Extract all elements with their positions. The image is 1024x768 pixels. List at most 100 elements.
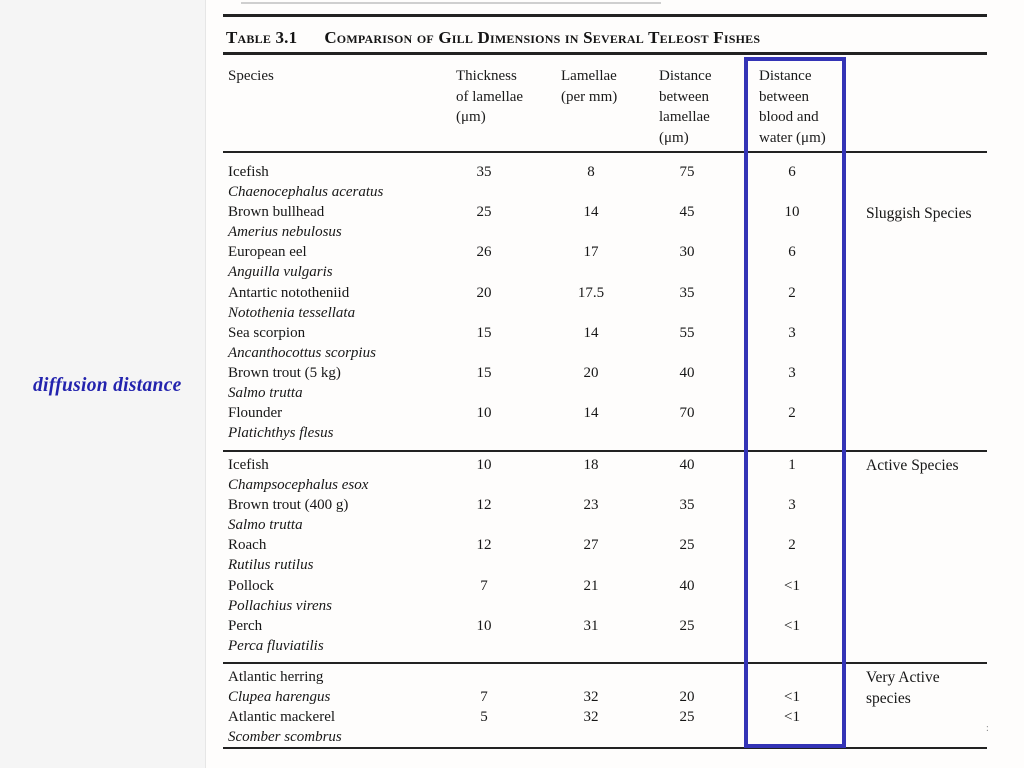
species-scientific-name: Amerius nebulosus <box>228 224 342 241</box>
species-scientific-name: Champsocephalus esox <box>228 477 369 494</box>
species-common-name: Brown trout (400 g) <box>228 497 349 514</box>
group-label: Very Active species <box>866 668 940 709</box>
species-common-name: Flounder <box>228 405 283 422</box>
cell-value: 25 <box>679 709 695 726</box>
group-label: Sluggish Species <box>866 204 972 225</box>
cell-value: 31 <box>583 617 599 634</box>
group-label-line: species <box>866 689 911 707</box>
species-common-name: Sea scorpion <box>228 324 306 341</box>
column-header-species: Species <box>228 68 274 84</box>
cell-value: 40 <box>679 577 695 594</box>
cell-value: 7 <box>480 577 488 594</box>
table-title-row: Table 3.1 Comparison of Gill Dimensions … <box>226 28 760 48</box>
column-header-line: lamellae <box>659 109 710 125</box>
cell-value: 35 <box>476 164 492 180</box>
column-header-line: Distance <box>659 68 712 84</box>
table-row: Roach Rutilus rutilus 12 27 25 2 <box>206 535 1024 575</box>
cell-value: <1 <box>784 689 800 706</box>
column-header-line: Distance <box>759 68 812 84</box>
species-scientific-name: Scomber scombrus <box>228 729 342 746</box>
table-label: Table 3.1 <box>226 28 298 47</box>
cell-value: 32 <box>583 689 599 706</box>
column-header-line: Thickness <box>456 68 517 84</box>
cell-value: 17 <box>583 244 599 261</box>
group-label-line: Sluggish Species <box>866 205 972 222</box>
cell-value: 12 <box>476 537 492 554</box>
cell-value: 12 <box>476 497 492 514</box>
cell-value: 7 <box>480 689 488 706</box>
species-scientific-name: Salmo trutta <box>228 385 303 402</box>
species-common-name: Antartic nototheniid <box>228 284 350 301</box>
species-scientific-name: Chaenocephalus aceratus <box>228 184 384 201</box>
species-common-name: Atlantic mackerel <box>228 709 336 726</box>
species-common-name: European eel <box>228 244 307 261</box>
cell-value: 6 <box>788 164 796 180</box>
species-common-name: Brown trout (5 kg) <box>228 365 341 381</box>
table-row: Flounder Platichthys flesus 10 14 70 2 <box>206 403 1024 443</box>
table-row: Antartic nototheniid Notothenia tessellat… <box>206 283 1024 323</box>
cell-value: 75 <box>679 164 695 180</box>
table-row: Brown trout (400 g) Salmo trutta 12 23 35 3 <box>206 495 1024 535</box>
species-common-name: Perch <box>228 617 263 634</box>
column-header: Lamellae (per mm) <box>561 66 617 107</box>
table-section: Icefish Champsocephalus esox 10 18 40 1 Brown … <box>206 455 1024 656</box>
cell-value: 21 <box>583 577 599 594</box>
species-scientific-name: Salmo trutta <box>228 517 303 534</box>
cell-value: 3 <box>788 497 796 514</box>
scan-speck: : <box>986 723 989 734</box>
cell-value: 30 <box>679 244 695 261</box>
table-row: Atlantic herring Clupea harengus 7 32 20 <1 <box>206 667 1024 707</box>
column-header: Thickness of lamellae (μm) <box>456 66 523 128</box>
table-row: Sea scorpion Ancanthocottus scorpius 15 14 5… <box>206 323 1024 363</box>
species-scientific-name: Clupea harengus <box>228 689 331 706</box>
table-row: Atlantic mackerel Scomber scombrus 5 32 25 <1 <box>206 707 1024 747</box>
column-header-line: Lamellae <box>561 68 617 84</box>
species-common-name: Icefish <box>228 164 269 180</box>
table-row: European eel Anguilla vulgaris 26 17 30 6 <box>206 242 1024 282</box>
column-header-line: water (μm) <box>759 129 826 146</box>
table-top-rule <box>223 14 987 17</box>
cell-value: 14 <box>583 324 599 341</box>
species-common-name: Roach <box>228 537 267 554</box>
cell-value: 40 <box>679 365 695 381</box>
cell-value: 25 <box>679 617 695 634</box>
cell-value: 3 <box>788 365 796 381</box>
species-scientific-name: Perca fluviatilis <box>228 637 324 654</box>
annotation-diffusion-distance: diffusion distance <box>33 375 182 396</box>
cell-value: 1 <box>788 457 796 473</box>
table-title: Comparison of Gill Dimensions in Several… <box>324 28 761 47</box>
cell-value: 3 <box>788 324 796 341</box>
cell-value: 10 <box>476 405 492 422</box>
species-common-name: Atlantic herring <box>228 669 324 685</box>
cell-value: 20 <box>679 689 695 706</box>
cell-value: 6 <box>788 244 796 261</box>
table-row: Icefish Chaenocephalus aceratus 35 8 75 6 <box>206 162 1024 202</box>
header-bottom-rule <box>223 151 987 153</box>
scanned-page: Table 3.1 Comparison of Gill Dimensions … <box>205 0 1024 768</box>
cell-value: 70 <box>679 405 695 422</box>
highlight-box-diffusion-column <box>744 57 846 748</box>
cell-value: 25 <box>679 537 695 554</box>
cell-value: 23 <box>583 497 599 514</box>
cell-value: 27 <box>583 537 599 554</box>
species-scientific-name: Platichthys flesus <box>228 425 334 442</box>
species-common-name: Pollock <box>228 577 274 594</box>
cell-value: 55 <box>679 324 695 341</box>
species-scientific-name: Anguilla vulgaris <box>228 264 333 281</box>
cell-value: 18 <box>583 457 599 473</box>
column-header-line: (per mm) <box>561 88 618 105</box>
table-bottom-rule <box>223 747 987 749</box>
cell-value: 32 <box>583 709 599 726</box>
species-scientific-name: Ancanthocottus scorpius <box>228 344 376 361</box>
cell-value: 26 <box>476 244 492 261</box>
cell-value: 17.5 <box>577 284 605 301</box>
cell-value: <1 <box>784 709 800 726</box>
column-header-line: (μm) <box>659 129 689 146</box>
column-header-line: of lamellae <box>456 88 524 105</box>
table-row: Pollock Pollachius virens 7 21 40 <1 <box>206 576 1024 616</box>
cell-value: <1 <box>784 617 800 634</box>
table-section: Atlantic herring Clupea harengus 7 32 20 <1 At… <box>206 667 1024 747</box>
species-scientific-name: Pollachius virens <box>228 597 333 614</box>
group-label-line: Very Active <box>866 669 940 686</box>
